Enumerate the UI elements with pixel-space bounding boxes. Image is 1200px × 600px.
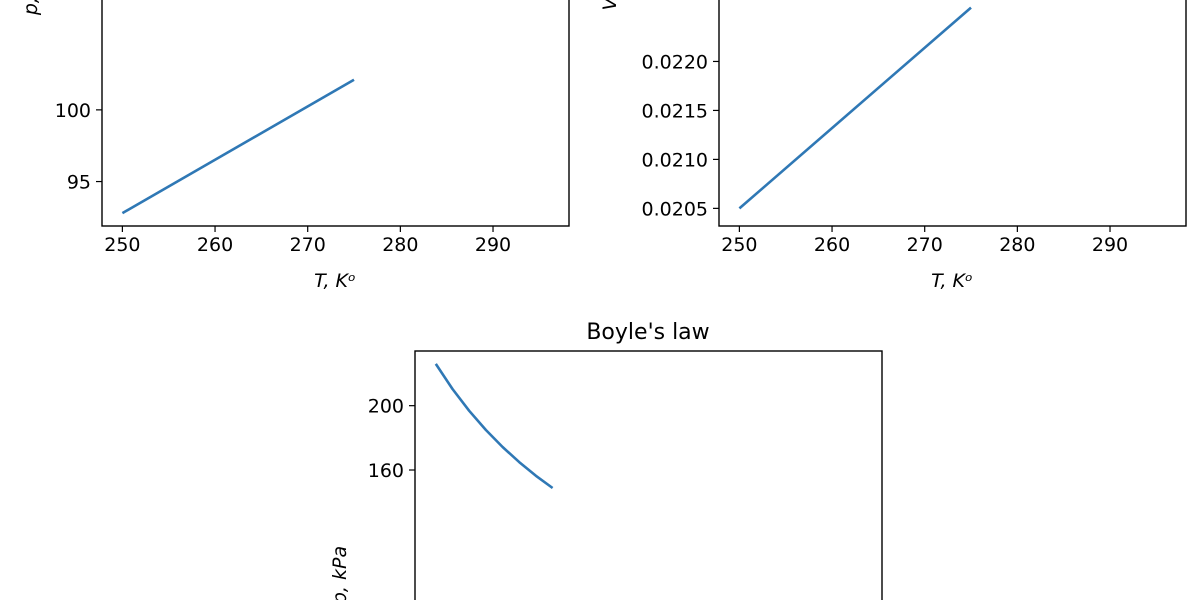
y-tick-label-2-2: 0.0210: [642, 149, 708, 171]
x-tick-label-1-4: 280: [382, 234, 418, 256]
y-ticks-2: 0.0205 0.0210 0.0215 0.0220: [642, 51, 719, 220]
series-line-1-1: [121, 78, 355, 215]
x-tick-label-2-5: 290: [1092, 234, 1128, 256]
y-ticks-1: 95 100: [55, 100, 102, 194]
y-ticks-3: 160 200: [368, 396, 415, 482]
x-ticks-2: 250 260 270 280 290: [721, 226, 1128, 256]
axes-frame-3: [414, 350, 883, 600]
x-tick-label-2-3: 270: [907, 234, 943, 256]
x-ticks-1: 250 260 270 280 290: [104, 226, 511, 256]
plot-area-1: [121, 78, 355, 215]
x-axis-label-1: T, Kᵒ: [314, 270, 356, 292]
y-tick-label-2-4: 0.0220: [642, 51, 708, 73]
x-tick-label-1-2: 260: [197, 234, 233, 256]
y-tick-label-2-1: 0.0205: [642, 198, 708, 220]
y-tick-label-3-2: 200: [368, 396, 404, 418]
plot-area-3: [434, 363, 554, 490]
x-tick-label-2-4: 280: [999, 234, 1035, 256]
x-tick-label-1-3: 270: [290, 234, 326, 256]
y-tick-label-3-1: 160: [368, 460, 404, 482]
axes-frame-2: [718, 0, 1187, 227]
x-tick-label-2-2: 260: [814, 234, 850, 256]
x-axis-label-2: T, Kᵒ: [931, 270, 973, 292]
y-axis-label-3: p, kPa: [329, 546, 351, 600]
chart-pressure-vs-temperature: 250 260 270 280 290 95 100 T, Kᵒ p, kPa: [20, 0, 570, 292]
y-tick-label-1-1: 95: [67, 172, 91, 194]
chart-title-3: Boyle's law: [586, 320, 709, 345]
plot-area-2: [738, 6, 972, 210]
axes-frame-1: [101, 0, 570, 227]
y-tick-label-2-3: 0.0215: [642, 100, 708, 122]
y-axis-label-2: V, m³: [599, 0, 621, 11]
y-axis-label-1: p, kPa: [20, 0, 42, 16]
x-tick-label-2-1: 250: [721, 234, 757, 256]
chart-volume-vs-temperature: 250 260 270 280 290 0.0205 0.0210 0.0215 0.0220…: [599, 0, 1187, 292]
series-line-2-1: [738, 6, 972, 210]
y-tick-label-1-2: 100: [55, 100, 91, 122]
x-tick-label-1-1: 250: [104, 234, 140, 256]
series-line-3-1: [434, 363, 554, 490]
chart-boyles-law: Boyle's law 160 200 p, kPa: [329, 320, 883, 600]
x-tick-label-1-5: 290: [475, 234, 511, 256]
